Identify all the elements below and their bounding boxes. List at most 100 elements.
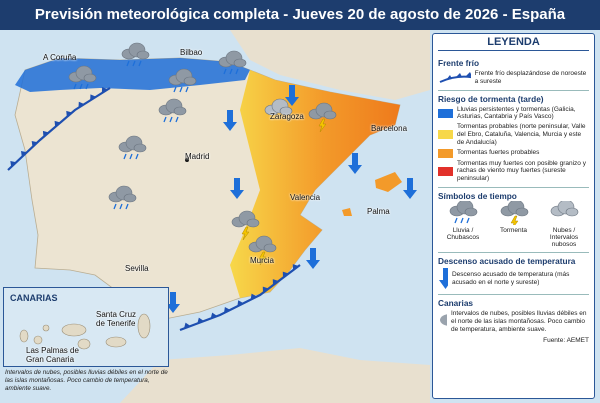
front-triangle <box>197 317 204 324</box>
legend-item: Tormentas probables (norte peninsular, V… <box>438 123 589 146</box>
city-label: Bilbao <box>180 48 203 57</box>
bolt <box>510 215 518 230</box>
raindrop <box>132 60 136 67</box>
front-triangle <box>66 110 73 117</box>
front-symbol <box>439 71 471 83</box>
raindrop <box>123 153 127 160</box>
temp-drop-arrow <box>403 178 417 199</box>
legend-text: Lluvias persistentes y tormentas (Galici… <box>457 105 576 121</box>
cloud-part <box>464 207 478 217</box>
symbol-item: Lluvia / Chubascos <box>438 199 488 248</box>
cloud-part <box>133 143 147 153</box>
rain-icon <box>118 135 147 160</box>
rain-icon <box>218 50 247 75</box>
city-label: Murcia <box>250 256 275 265</box>
front-triangle <box>282 271 289 278</box>
cold-front <box>179 264 301 332</box>
cloud-part <box>246 218 260 228</box>
legend-swatch <box>438 166 453 176</box>
raindrop <box>466 217 470 224</box>
raindrop <box>235 68 239 75</box>
storm-icon <box>308 102 337 133</box>
cloud-part <box>233 58 247 68</box>
raindrop <box>185 86 189 93</box>
legend-title: LEYENDA <box>438 36 589 51</box>
city-label: Valencia <box>290 193 321 202</box>
city-label: Sevilla <box>125 264 149 273</box>
temp-drop-arrow <box>166 292 180 313</box>
cloud-part <box>123 193 137 203</box>
front-triangle <box>224 306 231 313</box>
front-triangle <box>262 286 269 293</box>
cloud-part <box>323 110 337 120</box>
legend-text: Tormentas fuertes probables <box>457 149 540 157</box>
legend-text: Frente frío desplazándose de noroeste a … <box>474 70 587 85</box>
cloud-icon <box>550 199 579 217</box>
raindrop <box>179 86 183 93</box>
raindrop <box>119 203 123 210</box>
front-triangle <box>237 300 244 307</box>
storm-icon <box>248 235 277 266</box>
raindrop <box>163 116 167 123</box>
front-triangle <box>101 87 108 94</box>
city-label: Barcelona <box>371 124 408 133</box>
cloud-part <box>136 50 150 60</box>
city-label: Santa Cruz de Tenerife <box>96 310 137 328</box>
rain-icon <box>108 185 137 210</box>
legend-heading: Canarias <box>438 293 589 308</box>
front-triangle <box>54 120 61 127</box>
symbol-label: Lluvia / Chubascos <box>446 226 480 241</box>
legend-item: Tormentas fuertes probables <box>438 148 589 158</box>
mallorca <box>375 172 402 192</box>
symbol-label: Tormenta <box>499 226 528 234</box>
raindrop <box>169 116 173 123</box>
storm-icon <box>231 210 260 241</box>
legend-text: Intervalos de nubes, posibles lluvias dé… <box>450 309 587 333</box>
legend-text: Tormentas muy fuertes con posible graniz… <box>457 159 586 183</box>
france <box>230 30 430 100</box>
raindrop <box>460 217 464 224</box>
raindrop <box>135 153 139 160</box>
front-triangle <box>10 160 17 167</box>
legend-item: Lluvias persistentes y tormentas (Galici… <box>438 106 589 122</box>
city-label: Zaragoza <box>270 112 304 121</box>
legend-heading: Riesgo de tormenta (tarde) <box>438 89 589 104</box>
temp-drop-arrow <box>223 110 237 131</box>
rain-icon <box>168 68 197 93</box>
raindrop <box>73 83 77 90</box>
cloud-part <box>173 106 187 116</box>
raindrop <box>229 68 233 75</box>
rain-icon <box>68 65 97 90</box>
cloud-part <box>183 76 197 86</box>
raindrop <box>223 68 227 75</box>
legend-heading: Símbolos de tiempo <box>438 186 589 201</box>
source: Fuente: AEMET <box>543 337 589 345</box>
cloud-part <box>515 207 528 217</box>
raindrop <box>138 60 142 67</box>
raindrop <box>126 60 130 67</box>
canarias-note: Intervalos de nubes, posibles lluvias dé… <box>5 369 168 392</box>
cloud-symbol <box>440 313 447 326</box>
legend-heading: Frente frío <box>438 58 480 68</box>
front-triangle <box>250 293 257 300</box>
front-triangle <box>31 140 38 147</box>
city-label: Madrid <box>185 152 210 161</box>
raindrop <box>454 217 458 224</box>
symbol-icon <box>500 199 528 230</box>
front-triangle <box>78 101 85 108</box>
legend-swatch <box>438 130 453 140</box>
raindrop <box>79 83 83 90</box>
temp-drop-arrow <box>230 178 244 199</box>
front-triangle <box>21 150 27 157</box>
arrow-symbol <box>439 267 448 289</box>
legend-item: Tormentas muy fuertes con posible graniz… <box>438 160 589 183</box>
bolt <box>241 226 250 241</box>
cloud-part <box>83 73 97 83</box>
title: Previsión meteorológica completa - Jueve… <box>0 0 600 30</box>
bolt <box>318 118 327 133</box>
raindrop <box>129 153 133 160</box>
cloud-part <box>565 207 579 217</box>
cold-front <box>7 87 111 171</box>
city-label: Las Palmas de Gran Canaria <box>26 346 79 364</box>
